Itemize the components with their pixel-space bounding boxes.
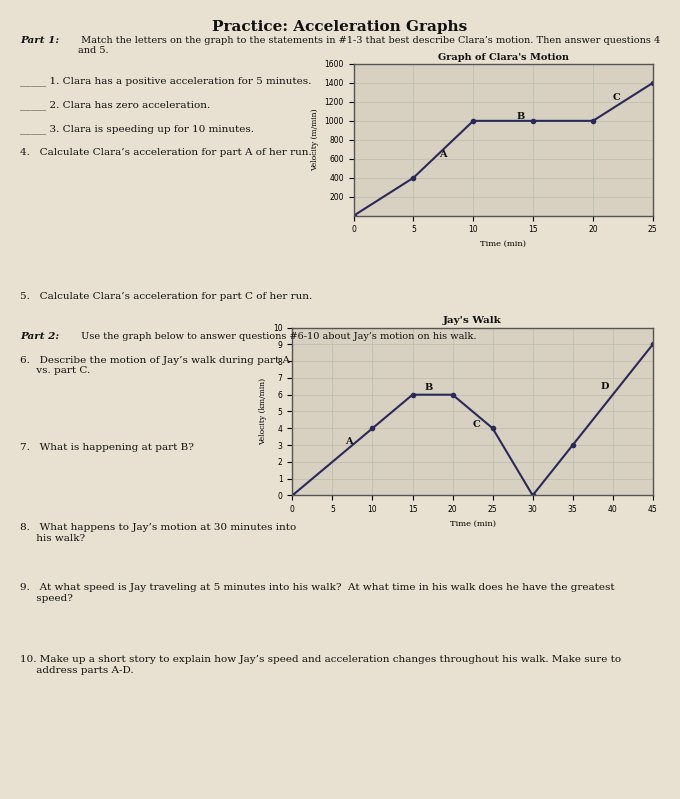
Text: D: D [600,382,609,391]
Text: 6.   Describe the motion of Jay’s walk during part A
     vs. part C.: 6. Describe the motion of Jay’s walk dur… [20,356,290,375]
Y-axis label: Velocity (m/min): Velocity (m/min) [311,109,319,171]
Text: 10. Make up a short story to explain how Jay’s speed and acceleration changes th: 10. Make up a short story to explain how… [20,655,622,674]
Text: _____ 2. Clara has zero acceleration.: _____ 2. Clara has zero acceleration. [20,100,211,109]
Y-axis label: Velocity (km/min): Velocity (km/min) [260,378,267,445]
Title: Graph of Clara's Motion: Graph of Clara's Motion [438,53,568,62]
X-axis label: Time (min): Time (min) [449,519,496,527]
Text: B: B [517,112,525,121]
Text: Use the graph below to answer questions #6-10 about Jay’s motion on his walk.: Use the graph below to answer questions … [78,332,477,340]
Text: C: C [473,420,481,429]
Text: Part 2:: Part 2: [20,332,60,340]
Text: Match the letters on the graph to the statements in #1-3 that best describe Clar: Match the letters on the graph to the st… [78,36,660,55]
Text: _____ 3. Clara is speeding up for 10 minutes.: _____ 3. Clara is speeding up for 10 min… [20,124,254,133]
X-axis label: Time (min): Time (min) [480,240,526,248]
Text: B: B [424,384,432,392]
Text: Practice: Acceleration Graphs: Practice: Acceleration Graphs [212,20,468,34]
Text: 5.   Calculate Clara’s acceleration for part C of her run.: 5. Calculate Clara’s acceleration for pa… [20,292,313,300]
Text: A: A [439,149,447,158]
Text: A: A [345,437,352,446]
Title: Jay's Walk: Jay's Walk [443,316,502,325]
Text: 4.   Calculate Clara’s acceleration for part A of her run.: 4. Calculate Clara’s acceleration for pa… [20,148,312,157]
Text: Part 1:: Part 1: [20,36,60,45]
Text: 9.   At what speed is Jay traveling at 5 minutes into his walk?  At what time in: 9. At what speed is Jay traveling at 5 m… [20,583,615,602]
Text: _____ 1. Clara has a positive acceleration for 5 minutes.: _____ 1. Clara has a positive accelerati… [20,76,311,85]
Text: 8.   What happens to Jay’s motion at 30 minutes into
     his walk?: 8. What happens to Jay’s motion at 30 mi… [20,523,296,543]
Text: C: C [613,93,621,101]
Text: 7.   What is happening at part B?: 7. What is happening at part B? [20,443,194,452]
